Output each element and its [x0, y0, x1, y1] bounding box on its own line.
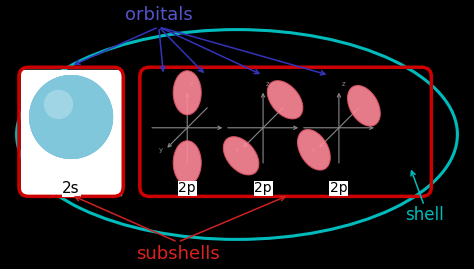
Ellipse shape	[173, 71, 201, 115]
Circle shape	[44, 90, 73, 119]
Text: z: z	[266, 81, 270, 87]
Circle shape	[29, 75, 113, 159]
Ellipse shape	[173, 141, 201, 185]
Circle shape	[29, 75, 113, 159]
Ellipse shape	[347, 86, 380, 126]
Text: y: y	[311, 147, 315, 153]
Text: z: z	[190, 81, 194, 87]
Text: subshells: subshells	[136, 245, 219, 263]
Text: 2p: 2p	[254, 181, 272, 195]
Text: z: z	[342, 81, 346, 87]
Text: 2p: 2p	[178, 181, 196, 195]
Ellipse shape	[298, 129, 330, 170]
Text: 2s: 2s	[62, 181, 80, 196]
Text: shell: shell	[405, 206, 444, 224]
Text: 2p: 2p	[330, 181, 348, 195]
Circle shape	[29, 75, 113, 159]
Ellipse shape	[267, 81, 303, 119]
FancyBboxPatch shape	[21, 70, 121, 195]
Text: orbitals: orbitals	[125, 6, 192, 24]
Text: y: y	[235, 147, 239, 153]
Circle shape	[29, 75, 113, 159]
Ellipse shape	[223, 137, 259, 175]
Circle shape	[29, 75, 113, 159]
Text: y: y	[159, 147, 164, 153]
